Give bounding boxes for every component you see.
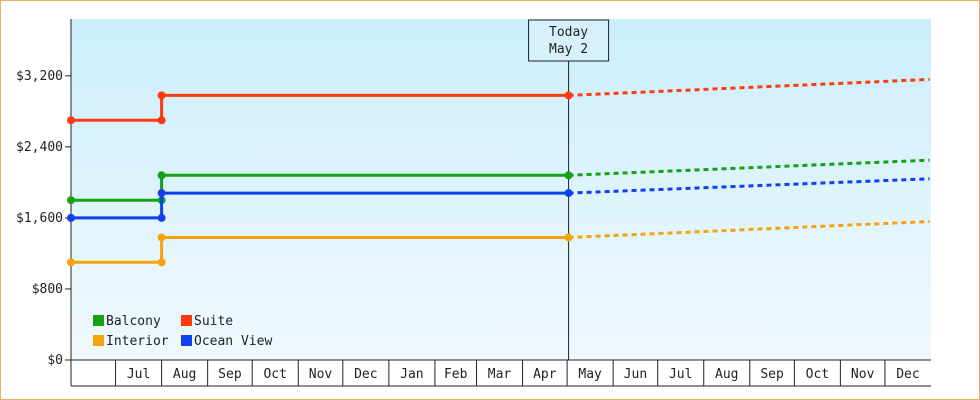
today-date: May 2 (549, 42, 588, 57)
x-tick-label: Feb (444, 367, 468, 382)
series-lines (67, 77, 930, 267)
x-tick-label: Jul (127, 367, 150, 382)
data-point-balcony (157, 171, 166, 180)
y-tick-label: $0 (47, 353, 63, 368)
data-point-suite (564, 91, 573, 100)
x-tick-label: Nov (851, 367, 875, 382)
y-tick-label: $3,200 (16, 69, 63, 84)
series-projection-ocean-view (568, 177, 930, 195)
x-tick-label: Jan (400, 367, 423, 382)
legend-item-suite: Suite (181, 314, 233, 329)
x-tick-label: Sep (760, 367, 784, 382)
x-tick-label: Oct (263, 367, 286, 382)
data-point-suite (67, 116, 75, 125)
y-tick-label: $800 (32, 282, 63, 297)
legend-swatch (181, 315, 192, 326)
series-projection-balcony (568, 158, 930, 177)
data-point-suite (157, 91, 166, 100)
x-axis: Jul Aug Sep Oct Nov Dec Jan Feb Mar Apr May Jun Jul A… (71, 359, 931, 387)
legend-swatch (93, 315, 104, 326)
data-point-balcony (67, 196, 75, 205)
legend-label: Interior (106, 334, 169, 349)
legend-item-balcony: Balcony (93, 314, 161, 329)
legend-label: Ocean View (194, 334, 272, 349)
legend-label: Balcony (106, 314, 161, 329)
data-point-ocean-view (157, 189, 166, 198)
legend-swatch (93, 335, 104, 346)
x-tick-label: Apr (533, 367, 557, 382)
x-tick-label: Nov (309, 367, 333, 382)
x-tick-label: Aug (715, 367, 738, 382)
today-marker: Today May 2 (528, 19, 610, 360)
series-line-ocean-view (71, 191, 569, 220)
data-point-balcony (564, 171, 573, 180)
data-point-interior (564, 233, 573, 242)
data-point-ocean-view (157, 213, 166, 222)
data-point-ocean-view (67, 213, 75, 222)
today-box (528, 19, 610, 62)
x-tick-label: May (578, 367, 602, 382)
legend: Balcony Suite Interior Ocean View (93, 314, 272, 349)
today-label: Today (549, 25, 588, 40)
x-tick-label: Jul (669, 367, 692, 382)
series-projection-suite (568, 77, 930, 97)
x-tick-label: Dec (354, 367, 377, 382)
y-tick-label: $2,400 (16, 140, 63, 155)
series-line-balcony (71, 173, 569, 202)
legend-label: Suite (194, 314, 233, 329)
y-tick-label: $1,600 (16, 211, 63, 226)
plot-area (71, 19, 931, 360)
series-line-suite (71, 93, 569, 122)
legend-item-ocean-view: Ocean View (181, 334, 272, 349)
series-line-interior (71, 236, 569, 264)
x-tick-label: Jun (624, 367, 647, 382)
legend-item-interior: Interior (93, 334, 169, 349)
x-tick-label: Oct (806, 367, 829, 382)
data-point-interior (157, 258, 166, 267)
data-point-interior (157, 233, 166, 242)
x-tick-label: Aug (173, 367, 196, 382)
data-point-suite (157, 116, 166, 125)
x-tick-label: Sep (218, 367, 242, 382)
data-point-ocean-view (564, 189, 573, 198)
series-projection-interior (568, 220, 930, 239)
x-tick-label: Mar (488, 367, 512, 382)
legend-swatch (181, 335, 192, 346)
data-point-interior (67, 258, 75, 267)
y-axis: $0 $800 $1,600 $2,400 $3,200 (16, 19, 72, 386)
x-tick-label: Dec (896, 367, 919, 382)
